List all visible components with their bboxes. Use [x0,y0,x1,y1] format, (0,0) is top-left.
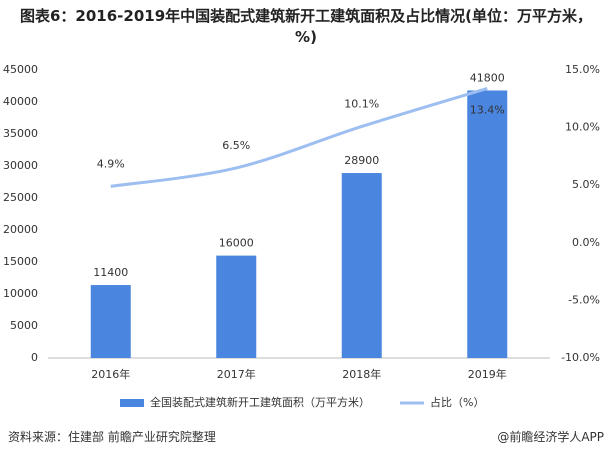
y-tick-label: 15000 [3,255,38,268]
x-tick-label: 2016年 [91,367,130,381]
y2-tick-label: 0.0% [572,236,600,249]
y-tick-label: 20000 [3,223,38,236]
y-tick-label: 45000 [3,63,38,76]
legend-label: 全国装配式建筑新开工建筑面积（万平方米） [150,395,370,409]
bar [90,285,131,358]
bar-label: 41800 [470,71,505,84]
y-tick-label: 35000 [3,127,38,140]
line-label: 10.1% [344,97,379,110]
y2-tick-label: 15.0% [565,63,600,76]
line-label: 13.4% [470,103,505,116]
x-tick-label: 2018年 [342,367,381,381]
y-tick-label: 0 [31,351,38,364]
legend-swatch [120,399,144,407]
bar [341,173,382,358]
x-tick-label: 2019年 [468,367,507,381]
source: 资料来源：住建部 前瞻产业研究院整理 [8,430,216,444]
x-tick-label: 2017年 [217,367,256,381]
y-tick-label: 25000 [3,191,38,204]
brand: @前瞻经济学人APP [497,430,604,444]
bar [216,255,257,358]
bar-label: 16000 [219,237,254,250]
y-tick-label: 10000 [3,287,38,300]
y2-tick-label: 5.0% [572,178,600,191]
y-tick-label: 5000 [10,319,38,332]
line-label: 4.9% [97,157,125,170]
bar [467,90,508,358]
y-tick-label: 30000 [3,159,38,172]
y2-tick-label: -10.0% [561,351,600,364]
chart-title: 图表6：2016-2019年中国装配式建筑新开工建筑面积及占比情况(单位：万平方… [19,7,593,46]
y2-tick-label: -5.0% [568,293,600,306]
line [110,86,488,188]
bar-label: 11400 [93,266,128,279]
legend-label: 占比（%） [430,395,484,409]
line-label: 6.5% [222,139,250,152]
y2-tick-label: 10.0% [565,121,600,134]
bar-label: 28900 [344,154,379,167]
y-tick-label: 40000 [3,95,38,108]
